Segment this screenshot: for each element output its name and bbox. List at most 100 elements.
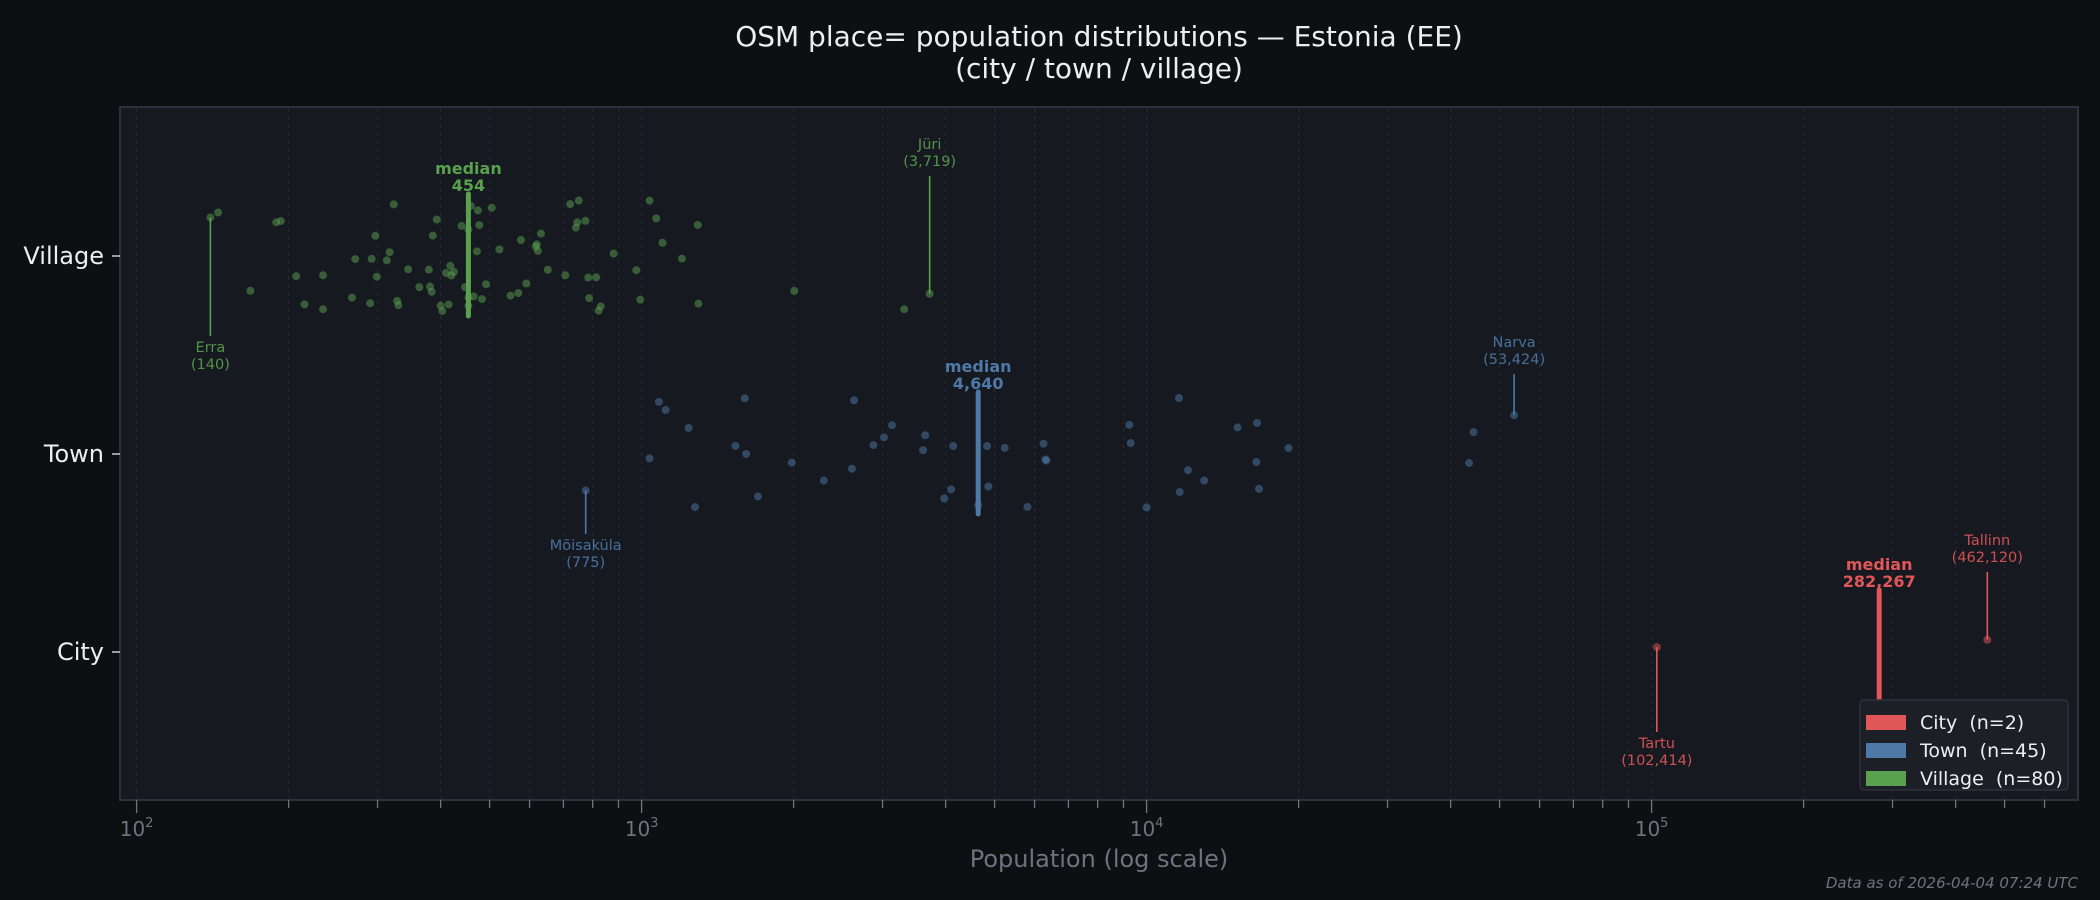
data-point-town [787, 458, 796, 467]
data-point-village [367, 254, 376, 263]
data-point-town [869, 441, 878, 450]
data-point-town [645, 454, 654, 463]
data-point-village [694, 299, 703, 308]
data-point-village [472, 247, 481, 256]
x-tick-label: 102 [120, 816, 154, 841]
data-point-town [1200, 476, 1209, 485]
legend-box [1859, 699, 2069, 791]
data-point-village [276, 217, 285, 226]
data-point-village [573, 218, 582, 227]
annotation-value: (775) [566, 555, 605, 571]
data-point-village [522, 279, 531, 288]
data-point-town [1255, 484, 1264, 493]
data-point-village [506, 291, 515, 300]
data-point-village [385, 248, 394, 257]
annotation-value: (3,719) [903, 154, 956, 170]
data-point-village [487, 203, 496, 212]
data-point-village [366, 299, 375, 308]
data-point-town [819, 476, 828, 485]
annotation-name: Narva [1493, 335, 1536, 351]
data-point-town [983, 442, 992, 451]
annotation-name: Tallinn [1963, 533, 2010, 549]
data-point-village [574, 196, 583, 205]
x-tick-exponent: 4 [1155, 816, 1163, 831]
data-point-town [1469, 428, 1478, 437]
median-value: 454 [452, 176, 485, 195]
data-point-town [661, 405, 670, 414]
data-point-village [444, 300, 453, 309]
legend-label-town: Town (n=45) [1919, 740, 2047, 762]
data-point-town [1252, 457, 1261, 466]
data-point-village [415, 283, 424, 292]
x-tick-base: 10 [625, 817, 650, 841]
data-point-village [473, 206, 482, 215]
grid [136, 108, 2046, 799]
data-point-village [596, 302, 605, 311]
annotation-name: Mõisaküla [550, 538, 622, 554]
median-value: 282,267 [1843, 572, 1916, 591]
data-point-town [654, 397, 663, 406]
data-point-village [632, 266, 641, 275]
data-point-village [900, 305, 909, 314]
data-point-village [319, 305, 328, 314]
x-tick-label: 105 [1635, 816, 1669, 841]
data-point-village [389, 200, 398, 209]
data-point-village [584, 273, 593, 282]
chart-title: OSM place= population distributions — Es… [735, 20, 1463, 53]
data-point-town [888, 421, 897, 430]
data-point-village [214, 208, 223, 217]
x-axis-label: Population (log scale) [970, 845, 1229, 873]
data-point-village [475, 221, 484, 230]
data-point-village [477, 295, 486, 304]
annotation-value: (462,120) [1952, 550, 2023, 566]
data-point-village [581, 216, 590, 225]
data-point-town [1174, 394, 1183, 403]
y-tick-label-village: Village [23, 242, 104, 270]
data-point-village [424, 265, 433, 274]
data-point-village [592, 273, 601, 282]
data-point-village [246, 286, 255, 295]
data-point-town [1023, 502, 1032, 511]
annotations: Erra(140)Jüri(3,719)Mõisaküla(775)Narva(… [191, 137, 2023, 769]
data-point-village [561, 271, 570, 280]
annotation-name: Tartu [1638, 736, 1675, 752]
data-point-village [319, 271, 328, 280]
y-tick-label-town: Town [43, 440, 104, 468]
data-point-village [428, 231, 437, 240]
annotation-name: Erra [196, 340, 226, 356]
data-point-village [351, 255, 360, 264]
data-point-village [292, 272, 301, 281]
x-tick-label: 104 [1130, 816, 1164, 841]
median-label: median [1846, 555, 1913, 574]
data-point-village [609, 249, 618, 258]
data-point-town [847, 464, 856, 473]
data-point-village [536, 229, 545, 238]
data-point-town [1175, 488, 1184, 497]
annotation-value: (102,414) [1621, 753, 1692, 769]
data-point-town [949, 441, 958, 450]
data-point-town [940, 494, 949, 503]
data-point-town [947, 485, 956, 494]
data-point-village [300, 300, 309, 309]
data-point-village [790, 286, 799, 295]
data-point-village [446, 261, 455, 270]
data-point-town [684, 423, 693, 432]
data-point-town [731, 441, 740, 450]
x-tick-base: 10 [120, 817, 145, 841]
data-point-town [753, 492, 762, 501]
plot-area [119, 106, 2079, 801]
data-point-town [1253, 418, 1262, 427]
legend: City (n=2) Town (n=45) Village (n=80) [1859, 699, 2069, 791]
data-point-village [482, 280, 491, 289]
data-point-village [514, 288, 523, 297]
data-point-village [645, 196, 654, 205]
data-point-town [1125, 420, 1134, 429]
data-point-village [532, 240, 541, 249]
legend-swatch-town [1866, 743, 1906, 758]
data-point-village [495, 245, 504, 254]
legend-label-village: Village (n=80) [1920, 768, 2063, 790]
data-point-village [449, 267, 458, 276]
median-value: 4,640 [953, 374, 1004, 393]
